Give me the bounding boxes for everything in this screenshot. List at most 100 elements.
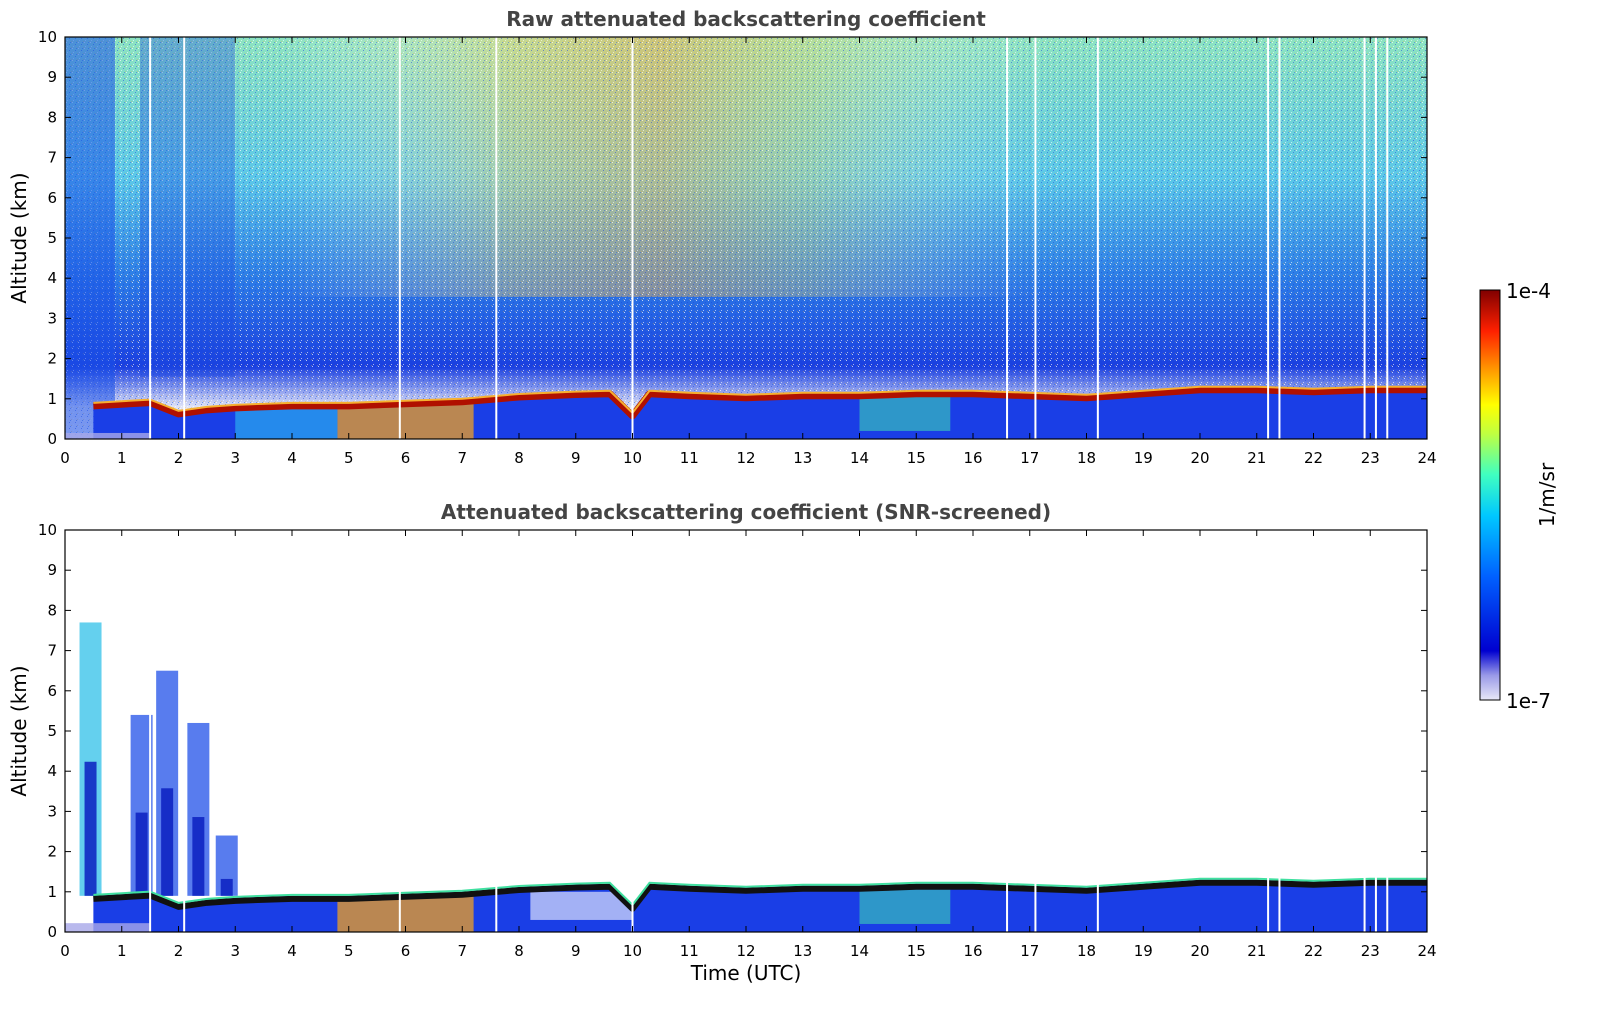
panel-raw-ytick-label: 8 xyxy=(47,108,57,126)
colorbar: 1e-4 1e-7 1/m/sr xyxy=(1479,279,1559,713)
colorbar-unit-label: 1/m/sr xyxy=(1535,462,1559,527)
panel-raw-gap xyxy=(1374,37,1377,439)
panel-raw-xtick-label: 13 xyxy=(793,449,812,467)
panel-screened: Attenuated backscattering coefficient (S… xyxy=(7,500,1437,985)
panel-screened-xtick-label: 9 xyxy=(571,942,581,960)
panel-raw-xtick-label: 6 xyxy=(401,449,411,467)
panel-raw-ytick-label: 9 xyxy=(47,68,57,86)
panel-screened-ytick-label: 6 xyxy=(47,682,57,700)
panel-screened-gap xyxy=(398,530,401,932)
panel-screened-xtick-label: 18 xyxy=(1077,942,1096,960)
panel-screened-xtick-label: 21 xyxy=(1247,942,1266,960)
panel-raw-xtick-label: 18 xyxy=(1077,449,1096,467)
panel-raw-gap xyxy=(1278,37,1281,439)
panel-screened-xtick-label: 11 xyxy=(680,942,699,960)
panel-screened-gap xyxy=(149,530,152,932)
colorbar-min-label: 1e-7 xyxy=(1506,689,1551,713)
panel-raw-xtick-label: 23 xyxy=(1361,449,1380,467)
panel-screened-xtick-label: 24 xyxy=(1417,942,1436,960)
panel-raw-noise-texture xyxy=(65,37,1427,439)
panel-raw-xtick-label: 20 xyxy=(1190,449,1209,467)
panel-screened-ylabel: Altitude (km) xyxy=(7,665,31,796)
panel-raw-near-ground-signal xyxy=(65,432,151,439)
panel-screened-gap xyxy=(1278,530,1281,932)
panel-screened-gap xyxy=(183,530,186,932)
panel-screened-gap xyxy=(1363,530,1366,932)
panel-raw-gap xyxy=(1267,37,1270,439)
panel-screened-ytick-label: 0 xyxy=(47,923,57,941)
panel-raw-gap xyxy=(1096,37,1099,439)
panel-screened-xtick-label: 3 xyxy=(230,942,240,960)
panel-raw-gap xyxy=(1034,37,1037,439)
panel-raw-xtick-label: 22 xyxy=(1304,449,1323,467)
panel-raw: Raw attenuated backscattering coefficien… xyxy=(7,7,1437,467)
panel-screened-high-clouds xyxy=(79,622,238,896)
panel-raw-axes: 0 1 2 3 4 5 6 7 8 9 10 11 12 13 14 15 16 17 18 19 20 21 22 23 24… xyxy=(38,28,1437,467)
panel-raw-ylabel: Altitude (km) xyxy=(7,172,31,303)
colorbar-max-label: 1e-4 xyxy=(1506,279,1551,303)
panel-screened-high-cloud-core xyxy=(84,761,97,896)
panel-screened-title: Attenuated backscattering coefficient (S… xyxy=(441,500,1051,524)
panel-raw-xtick-label: 11 xyxy=(680,449,699,467)
panel-screened-xtick-label: 1 xyxy=(117,942,127,960)
panel-raw-xtick-label: 1 xyxy=(117,449,127,467)
panel-screened-axes: 0 1 2 3 4 5 6 7 8 9 10 11 12 13 14 15 16 17 18 19 20 21 22 23 24… xyxy=(38,521,1437,960)
panel-screened-gap xyxy=(495,530,498,932)
panel-raw-xtick-label: 0 xyxy=(60,449,70,467)
panel-raw-ytick-label: 4 xyxy=(47,269,57,287)
panel-raw-xtick-label: 21 xyxy=(1247,449,1266,467)
panel-raw-xtick-label: 15 xyxy=(907,449,926,467)
panel-raw-ytick-label: 2 xyxy=(47,350,57,368)
panel-raw-xtick-label: 3 xyxy=(230,449,240,467)
panel-screened-xtick-label: 4 xyxy=(287,942,297,960)
panel-screened-cloud-top-edge xyxy=(93,877,1427,907)
panel-raw-gap xyxy=(1006,37,1009,439)
panel-screened-gap xyxy=(631,530,634,932)
panel-raw-image xyxy=(65,37,1427,439)
panel-raw-xtick-label: 12 xyxy=(736,449,755,467)
panel-screened-gap xyxy=(1374,530,1377,932)
panel-raw-xtick-label: 14 xyxy=(850,449,869,467)
panel-raw-early-cloud xyxy=(65,37,115,439)
panel-screened-aerosol-layer-afternoon xyxy=(859,887,951,924)
panel-screened-high-cloud-core xyxy=(192,817,205,896)
panel-raw-cloud-top-edge xyxy=(93,385,1427,415)
panel-raw-early-cloud-2 xyxy=(140,37,235,377)
panel-raw-gap xyxy=(1363,37,1366,439)
panel-screened-xtick-label: 7 xyxy=(457,942,467,960)
panel-screened-ytick-label: 8 xyxy=(47,601,57,619)
panel-screened-ytick-label: 1 xyxy=(47,883,57,901)
panel-screened-high-cloud-core xyxy=(220,878,233,896)
panel-screened-high-cloud-core xyxy=(161,788,174,896)
panel-screened-xtick-label: 19 xyxy=(1134,942,1153,960)
panel-raw-aerosol-layer-afternoon xyxy=(859,394,951,431)
panel-raw-gap xyxy=(183,37,186,439)
colorbar-gradient xyxy=(1479,289,1501,701)
panel-raw-gap xyxy=(631,37,634,439)
panel-screened-background xyxy=(65,530,1427,932)
panel-screened-boundary-layer xyxy=(65,877,1427,932)
panel-screened-data-gaps xyxy=(149,530,1389,932)
panel-screened-gap xyxy=(1267,530,1270,932)
panel-screened-ytick-label: 9 xyxy=(47,561,57,579)
panel-screened-ytick-label: 3 xyxy=(47,802,57,820)
panel-screened-xtick-label: 12 xyxy=(736,942,755,960)
panel-screened-xtick-label: 0 xyxy=(60,942,70,960)
panel-raw-xtick-label: 19 xyxy=(1134,449,1153,467)
panel-screened-high-cloud-core xyxy=(135,812,148,896)
panel-screened-screened-out-region xyxy=(530,891,633,920)
panel-raw-ytick-label: 6 xyxy=(47,189,57,207)
panel-raw-ytick-label: 0 xyxy=(47,430,57,448)
panel-screened-gap xyxy=(1096,530,1099,932)
panel-screened-ytick-label: 7 xyxy=(47,642,57,660)
panel-raw-xtick-label: 24 xyxy=(1417,449,1436,467)
panel-screened-xlabel: Time (UTC) xyxy=(690,961,802,985)
panel-raw-boundary-layer xyxy=(65,385,1427,439)
panel-screened-ytick-label: 4 xyxy=(47,762,57,780)
panel-raw-ytick-label: 7 xyxy=(47,149,57,167)
panel-screened-xtick-label: 13 xyxy=(793,942,812,960)
panel-screened-aerosol-plume xyxy=(337,895,474,932)
panel-screened-xtick-label: 17 xyxy=(1020,942,1039,960)
panel-raw-cloud-base-ribbon xyxy=(93,386,1427,420)
